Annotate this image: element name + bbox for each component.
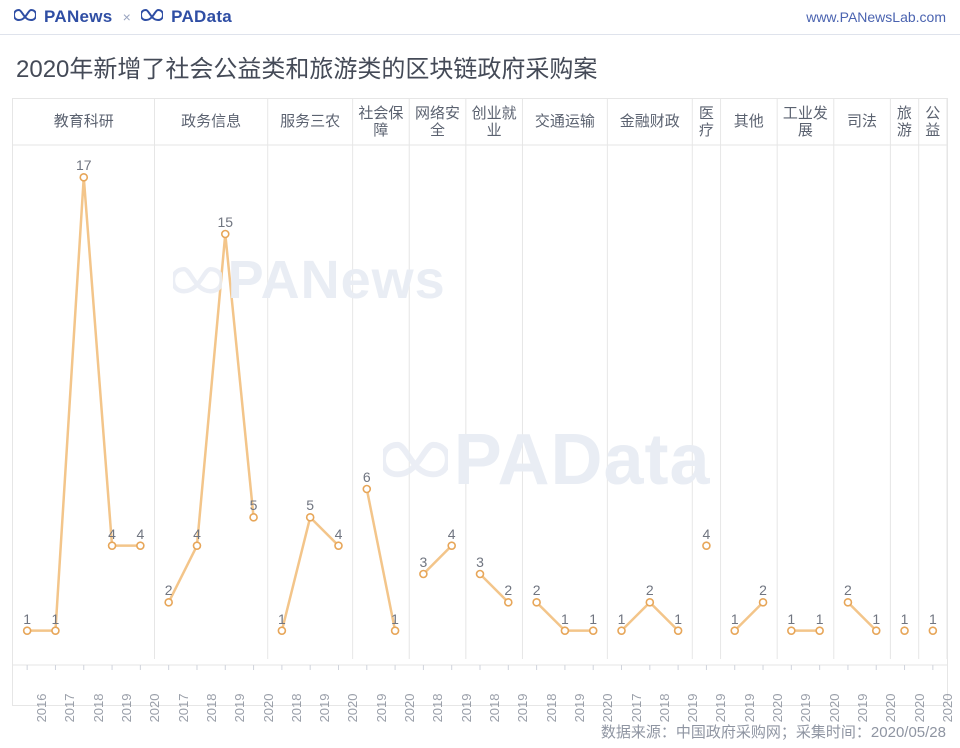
value-label: 4 bbox=[108, 526, 116, 542]
value-label: 2 bbox=[533, 582, 541, 598]
value-label: 4 bbox=[703, 526, 711, 542]
x-tick-label: 2019 bbox=[232, 694, 247, 723]
value-label: 1 bbox=[929, 611, 937, 627]
x-tick-label: 2019 bbox=[459, 694, 474, 723]
value-label: 1 bbox=[787, 611, 795, 627]
value-label: 2 bbox=[646, 582, 654, 598]
x-tick-label: 2019 bbox=[685, 694, 700, 723]
x-tick-label: 2018 bbox=[487, 694, 502, 723]
x-tick-label: 2017 bbox=[176, 694, 191, 723]
x-axis-labels: 2016201720182019202020172018201920202018… bbox=[13, 659, 947, 705]
value-label: 2 bbox=[504, 582, 512, 598]
value-label: 1 bbox=[52, 611, 60, 627]
brand-left: PANews bbox=[44, 7, 113, 27]
x-tick-label: 2018 bbox=[91, 694, 106, 723]
value-label: 2 bbox=[759, 582, 767, 598]
x-tick-label: 2019 bbox=[515, 694, 530, 723]
value-label: 15 bbox=[217, 214, 233, 230]
x-tick-label: 2019 bbox=[572, 694, 587, 723]
value-label: 1 bbox=[618, 611, 626, 627]
header-url: www.PANewsLab.com bbox=[806, 9, 946, 25]
x-tick-label: 2017 bbox=[62, 694, 77, 723]
value-label: 1 bbox=[872, 611, 880, 627]
value-label: 4 bbox=[335, 526, 343, 542]
category-label: 政务信息 bbox=[155, 99, 268, 145]
value-label: 1 bbox=[278, 611, 286, 627]
value-label: 1 bbox=[391, 611, 399, 627]
category-label: 教育科研 bbox=[13, 99, 155, 145]
value-label: 5 bbox=[306, 497, 314, 513]
infinity-icon bbox=[14, 7, 36, 27]
category-label: 服务三农 bbox=[268, 99, 353, 145]
chart-svg bbox=[13, 99, 947, 705]
x-tick-label: 2020 bbox=[147, 694, 162, 723]
x-tick-label: 2019 bbox=[742, 694, 757, 723]
x-tick-label: 2017 bbox=[628, 694, 643, 723]
value-label: 1 bbox=[23, 611, 31, 627]
category-label: 其他 bbox=[721, 99, 778, 145]
value-label: 3 bbox=[476, 554, 484, 570]
category-label: 旅游 bbox=[890, 99, 918, 145]
category-label: 社会保障 bbox=[353, 99, 410, 145]
chart-title: 2020年新增了社会公益类和旅游类的区块链政府采购案 bbox=[0, 35, 960, 90]
value-label: 1 bbox=[816, 611, 824, 627]
category-labels-row: 教育科研政务信息服务三农社会保障网络安全创业就业交通运输金融财政医疗其他工业发展… bbox=[13, 99, 947, 145]
brand-separator: × bbox=[123, 9, 131, 25]
value-label: 1 bbox=[901, 611, 909, 627]
x-tick-label: 2019 bbox=[317, 694, 332, 723]
value-label: 2 bbox=[844, 582, 852, 598]
x-tick-label: 2020 bbox=[770, 694, 785, 723]
category-label: 金融财政 bbox=[607, 99, 692, 145]
x-tick-label: 2019 bbox=[119, 694, 134, 723]
x-tick-label: 2019 bbox=[798, 694, 813, 723]
x-tick-label: 2020 bbox=[940, 694, 955, 723]
value-label: 1 bbox=[561, 611, 569, 627]
x-tick-label: 2018 bbox=[289, 694, 304, 723]
category-label: 公益 bbox=[919, 99, 947, 145]
value-label: 17 bbox=[76, 157, 92, 173]
infinity-icon bbox=[141, 7, 163, 27]
x-tick-label: 2016 bbox=[34, 694, 49, 723]
category-label: 医疗 bbox=[692, 99, 720, 145]
value-label: 1 bbox=[731, 611, 739, 627]
x-tick-label: 2020 bbox=[345, 694, 360, 723]
header: PANews × PAData www.PANewsLab.com bbox=[0, 0, 960, 34]
value-label: 1 bbox=[589, 611, 597, 627]
x-tick-label: 2018 bbox=[430, 694, 445, 723]
x-tick-label: 2018 bbox=[204, 694, 219, 723]
value-label: 4 bbox=[193, 526, 201, 542]
category-label: 网络安全 bbox=[409, 99, 466, 145]
value-label: 1 bbox=[674, 611, 682, 627]
category-label: 司法 bbox=[834, 99, 891, 145]
category-label: 工业发展 bbox=[777, 99, 834, 145]
x-tick-label: 2019 bbox=[855, 694, 870, 723]
value-label: 4 bbox=[136, 526, 144, 542]
x-tick-label: 2020 bbox=[827, 694, 842, 723]
x-tick-label: 2020 bbox=[883, 694, 898, 723]
value-label: 4 bbox=[448, 526, 456, 542]
x-tick-label: 2020 bbox=[261, 694, 276, 723]
x-tick-label: 2020 bbox=[402, 694, 417, 723]
chart-footer: 数据来源：中国政府采购网；采集时间：2020/05/28 bbox=[601, 721, 946, 742]
brand-right: PAData bbox=[171, 7, 232, 27]
x-tick-label: 2018 bbox=[657, 694, 672, 723]
x-tick-label: 2020 bbox=[911, 694, 926, 723]
value-label: 6 bbox=[363, 469, 371, 485]
value-label: 2 bbox=[165, 582, 173, 598]
x-tick-label: 2019 bbox=[374, 694, 389, 723]
chart-area: 教育科研政务信息服务三农社会保障网络安全创业就业交通运输金融财政医疗其他工业发展… bbox=[12, 98, 948, 706]
value-label: 3 bbox=[419, 554, 427, 570]
category-label: 交通运输 bbox=[522, 99, 607, 145]
x-tick-label: 2020 bbox=[600, 694, 615, 723]
brand-block: PANews × PAData bbox=[14, 7, 232, 27]
x-tick-label: 2019 bbox=[713, 694, 728, 723]
value-label: 5 bbox=[250, 497, 258, 513]
x-tick-label: 2018 bbox=[544, 694, 559, 723]
category-label: 创业就业 bbox=[466, 99, 523, 145]
